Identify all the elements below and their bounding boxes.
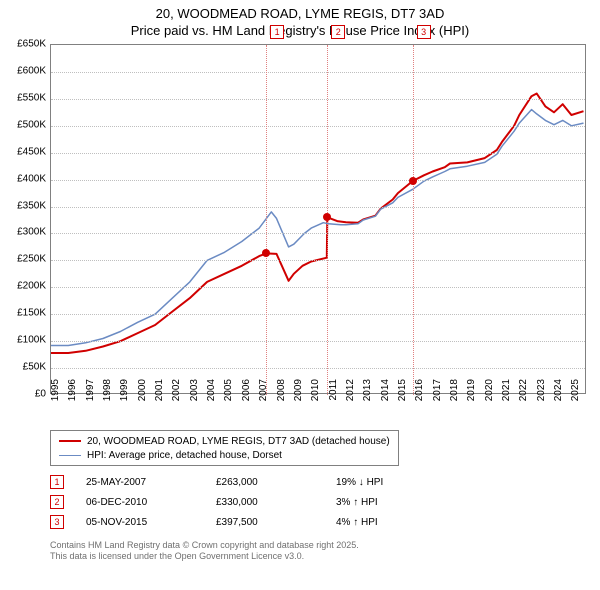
y-gridline bbox=[51, 314, 585, 315]
legend-label-hpi: HPI: Average price, detached house, Dors… bbox=[87, 450, 282, 461]
x-axis-label: 2025 bbox=[570, 379, 581, 413]
event-row: 1 25-MAY-2007£263,00019% ↓ HPI bbox=[50, 472, 476, 492]
y-gridline bbox=[51, 72, 585, 73]
series-hpi bbox=[51, 110, 584, 346]
x-axis-label: 2014 bbox=[380, 379, 391, 413]
x-axis-label: 2022 bbox=[518, 379, 529, 413]
legend-row: HPI: Average price, detached house, Dors… bbox=[59, 448, 390, 462]
x-axis-label: 2019 bbox=[466, 379, 477, 413]
x-axis-label: 2008 bbox=[276, 379, 287, 413]
x-axis-label: 2012 bbox=[345, 379, 356, 413]
event-row: 3 05-NOV-2015£397,5004% ↑ HPI bbox=[50, 512, 476, 532]
y-axis-label: £400K bbox=[0, 173, 46, 184]
chart-svg bbox=[51, 45, 587, 395]
chart: 123 £0£50K£100K£150K£200K£250K£300K£350K… bbox=[8, 44, 592, 420]
y-axis-label: £300K bbox=[0, 227, 46, 238]
event-badge: 2 bbox=[50, 495, 64, 509]
y-axis-label: £0 bbox=[0, 389, 46, 400]
event-date: 05-NOV-2015 bbox=[86, 517, 216, 528]
marker-line bbox=[413, 45, 414, 395]
y-gridline bbox=[51, 287, 585, 288]
x-axis-label: 2005 bbox=[223, 379, 234, 413]
legend-swatch-subject bbox=[59, 440, 81, 442]
y-axis-label: £200K bbox=[0, 281, 46, 292]
x-axis-label: 2020 bbox=[484, 379, 495, 413]
event-compare: 19% ↓ HPI bbox=[336, 477, 476, 488]
x-axis-label: 2009 bbox=[293, 379, 304, 413]
y-axis-label: £500K bbox=[0, 119, 46, 130]
x-axis-label: 1996 bbox=[67, 379, 78, 413]
x-axis-label: 2004 bbox=[206, 379, 217, 413]
x-axis-label: 2016 bbox=[414, 379, 425, 413]
y-gridline bbox=[51, 153, 585, 154]
marker-dot bbox=[409, 177, 417, 185]
y-axis-label: £150K bbox=[0, 308, 46, 319]
event-date: 06-DEC-2010 bbox=[86, 497, 216, 508]
title-line-1: 20, WOODMEAD ROAD, LYME REGIS, DT7 3AD bbox=[0, 6, 600, 21]
marker-badge: 3 bbox=[417, 25, 431, 39]
x-axis-label: 2018 bbox=[449, 379, 460, 413]
footer-line-2: This data is licensed under the Open Gov… bbox=[50, 551, 359, 562]
x-axis-label: 2000 bbox=[137, 379, 148, 413]
marker-dot bbox=[262, 249, 270, 257]
marker-badge: 2 bbox=[331, 25, 345, 39]
event-compare: 3% ↑ HPI bbox=[336, 497, 476, 508]
legend: 20, WOODMEAD ROAD, LYME REGIS, DT7 3AD (… bbox=[50, 430, 399, 466]
y-gridline bbox=[51, 368, 585, 369]
event-date: 25-MAY-2007 bbox=[86, 477, 216, 488]
chart-title: 20, WOODMEAD ROAD, LYME REGIS, DT7 3AD P… bbox=[0, 0, 600, 38]
x-axis-label: 2007 bbox=[258, 379, 269, 413]
y-gridline bbox=[51, 260, 585, 261]
x-axis-label: 1997 bbox=[85, 379, 96, 413]
x-axis-label: 1998 bbox=[102, 379, 113, 413]
x-axis-label: 2011 bbox=[328, 379, 339, 413]
y-gridline bbox=[51, 341, 585, 342]
legend-swatch-hpi bbox=[59, 455, 81, 456]
legend-row: 20, WOODMEAD ROAD, LYME REGIS, DT7 3AD (… bbox=[59, 434, 390, 448]
event-row: 2 06-DEC-2010£330,0003% ↑ HPI bbox=[50, 492, 476, 512]
y-axis-label: £250K bbox=[0, 254, 46, 265]
x-axis-label: 2003 bbox=[189, 379, 200, 413]
y-axis-label: £50K bbox=[0, 362, 46, 373]
event-price: £397,500 bbox=[216, 517, 336, 528]
marker-dot bbox=[323, 213, 331, 221]
x-axis-label: 2021 bbox=[501, 379, 512, 413]
event-table: 1 25-MAY-2007£263,00019% ↓ HPI 2 06-DEC-201… bbox=[50, 472, 476, 532]
y-axis-label: £350K bbox=[0, 200, 46, 211]
x-axis-label: 2017 bbox=[432, 379, 443, 413]
y-axis-label: £650K bbox=[0, 39, 46, 50]
marker-line bbox=[266, 45, 267, 395]
event-badge: 1 bbox=[50, 475, 64, 489]
footer: Contains HM Land Registry data © Crown c… bbox=[50, 540, 359, 563]
footer-line-1: Contains HM Land Registry data © Crown c… bbox=[50, 540, 359, 551]
x-axis-label: 1995 bbox=[50, 379, 61, 413]
x-axis-label: 2001 bbox=[154, 379, 165, 413]
plot-area: 123 bbox=[50, 44, 586, 394]
x-axis-label: 2024 bbox=[553, 379, 564, 413]
x-axis-label: 1999 bbox=[119, 379, 130, 413]
y-axis-label: £600K bbox=[0, 65, 46, 76]
title-line-2: Price paid vs. HM Land Registry's House … bbox=[0, 23, 600, 38]
y-axis-label: £450K bbox=[0, 146, 46, 157]
x-axis-label: 2015 bbox=[397, 379, 408, 413]
y-gridline bbox=[51, 180, 585, 181]
legend-label-subject: 20, WOODMEAD ROAD, LYME REGIS, DT7 3AD (… bbox=[87, 436, 390, 447]
y-axis-label: £550K bbox=[0, 92, 46, 103]
x-axis-label: 2013 bbox=[362, 379, 373, 413]
y-axis-label: £100K bbox=[0, 335, 46, 346]
event-badge: 3 bbox=[50, 515, 64, 529]
x-axis-label: 2010 bbox=[310, 379, 321, 413]
event-compare: 4% ↑ HPI bbox=[336, 517, 476, 528]
y-gridline bbox=[51, 99, 585, 100]
y-gridline bbox=[51, 233, 585, 234]
x-axis-label: 2006 bbox=[241, 379, 252, 413]
x-axis-label: 2023 bbox=[536, 379, 547, 413]
marker-badge: 1 bbox=[270, 25, 284, 39]
event-price: £263,000 bbox=[216, 477, 336, 488]
y-gridline bbox=[51, 207, 585, 208]
event-price: £330,000 bbox=[216, 497, 336, 508]
x-axis-label: 2002 bbox=[171, 379, 182, 413]
y-gridline bbox=[51, 126, 585, 127]
